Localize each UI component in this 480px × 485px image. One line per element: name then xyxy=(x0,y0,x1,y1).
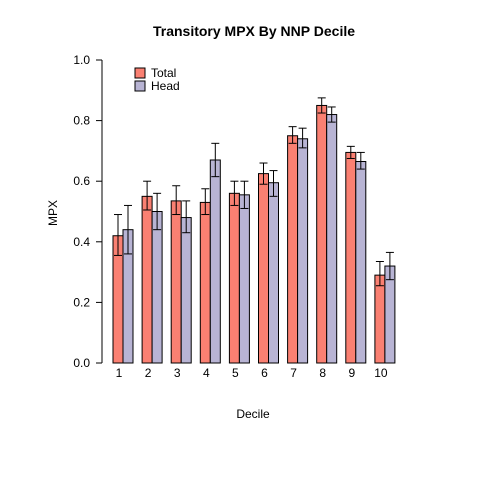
y-tick-label: 1.0 xyxy=(73,53,90,67)
bar-head-decile-10 xyxy=(384,265,396,364)
x-axis: 1 2 3 4 5 6 7 8 9 10 xyxy=(116,366,388,380)
bar-total-decile-9 xyxy=(345,151,357,364)
x-tick-label: 7 xyxy=(290,366,297,380)
bar-total-decile-3 xyxy=(170,200,182,364)
bar-head-decile-2 xyxy=(151,211,163,364)
x-tick-label: 4 xyxy=(203,366,210,380)
error-bars xyxy=(114,97,394,287)
y-tick-label: 0.2 xyxy=(73,295,90,309)
y-axis: 0.0 0.2 0.4 0.6 0.8 1.0 xyxy=(73,53,103,370)
bar-head-decile-4 xyxy=(209,159,221,364)
x-tick-label: 5 xyxy=(232,366,239,380)
legend-label-head: Head xyxy=(151,79,180,93)
bar-total-decile-10 xyxy=(374,274,386,364)
bar-total-decile-8 xyxy=(316,104,328,364)
x-tick-label: 9 xyxy=(348,366,355,380)
y-tick-label: 0.4 xyxy=(73,235,90,249)
x-tick-label: 1 xyxy=(116,366,123,380)
bar-total-decile-4 xyxy=(199,201,211,364)
bar-head-decile-7 xyxy=(297,138,309,364)
x-axis-label: Decile xyxy=(236,407,270,421)
bar-head-decile-9 xyxy=(355,161,367,364)
chart-title: Transitory MPX By NNP Decile xyxy=(153,23,355,39)
legend-swatch-head xyxy=(134,80,146,92)
bar-head-decile-6 xyxy=(268,182,279,364)
x-tick-label: 2 xyxy=(145,366,152,380)
bar-total-decile-2 xyxy=(141,195,153,364)
bar-head-decile-5 xyxy=(238,194,250,364)
bar-head-decile-8 xyxy=(326,114,338,364)
x-tick-label: 6 xyxy=(261,366,268,380)
legend-swatch-total xyxy=(134,67,146,79)
bar-total-decile-6 xyxy=(258,173,269,364)
bar-total-decile-7 xyxy=(287,135,299,364)
y-tick-label: 0.8 xyxy=(73,114,90,128)
y-tick-label: 0.6 xyxy=(73,174,90,188)
bars xyxy=(112,104,396,364)
x-tick-label: 10 xyxy=(374,366,388,380)
legend-label-total: Total xyxy=(151,66,176,80)
x-tick-label: 8 xyxy=(319,366,326,380)
bar-head-decile-3 xyxy=(180,217,192,364)
x-tick-label: 3 xyxy=(174,366,181,380)
y-tick-label: 0.0 xyxy=(73,356,90,370)
y-axis-label: MPX xyxy=(46,200,60,226)
bar-total-decile-5 xyxy=(228,192,240,364)
